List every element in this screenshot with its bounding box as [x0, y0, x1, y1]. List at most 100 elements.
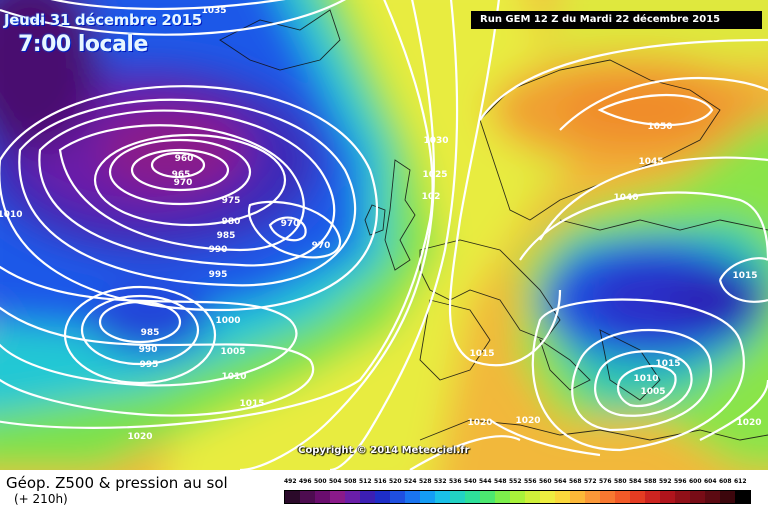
scale-label: 584	[629, 478, 642, 485]
isobars	[0, 0, 768, 470]
geopotential-color-field	[0, 0, 768, 470]
scale-label: 504	[329, 478, 342, 485]
weather-map: 1035 960 965 970 975 980 985 990 995 970 970 1000 10…	[0, 0, 768, 470]
isobar-label: 1010	[221, 372, 246, 382]
scale-swatch	[360, 491, 375, 503]
isobar-label: 1005	[640, 387, 665, 397]
scale-label: 588	[644, 478, 657, 485]
scale-label: 600	[689, 478, 702, 485]
scale-swatch	[375, 491, 390, 503]
scale-swatch	[480, 491, 495, 503]
isobar-label: 1015	[732, 271, 757, 281]
scale-label: 524	[404, 478, 417, 485]
scale-label: 512	[359, 478, 372, 485]
isobar-label: 102	[422, 192, 441, 202]
scale-label: 508	[344, 478, 357, 485]
scale-swatch	[300, 491, 315, 503]
scale-label: 604	[704, 478, 717, 485]
scale-swatch	[495, 491, 510, 503]
scale-swatch	[345, 491, 360, 503]
run-info-banner: Run GEM 12 Z du Mardi 22 décembre 2015	[471, 11, 762, 29]
scale-label: 492	[284, 478, 297, 485]
forecast-date: Jeudi 31 décembre 2015	[4, 11, 202, 29]
scale-swatch	[735, 491, 750, 503]
scale-swatch	[435, 491, 450, 503]
color-scale: 492 496 500 504 508 512 516 520 524 528 532 536 540 5…	[284, 478, 752, 508]
isobar-label: 995	[140, 360, 159, 370]
isobar-label: 1015	[239, 399, 264, 409]
scale-swatch	[675, 491, 690, 503]
scale-label: 500	[314, 478, 327, 485]
scale-swatch	[690, 491, 705, 503]
isobar-label: 1010	[0, 210, 23, 220]
scale-label: 540	[464, 478, 477, 485]
forecast-local-time: 7:00 locale	[18, 32, 148, 57]
isobar-label: 965	[172, 170, 191, 180]
isobar-label: 1050	[647, 122, 672, 132]
isobar-label: 970	[281, 219, 300, 229]
scale-swatch	[285, 491, 300, 503]
scale-swatch	[705, 491, 720, 503]
isobar-labels: 1035960965970975980985990995970970100010…	[0, 6, 762, 442]
scale-label: 520	[389, 478, 402, 485]
scale-label: 548	[494, 478, 507, 485]
isobar-label: 970	[174, 178, 193, 188]
isobar-label: 1020	[467, 418, 492, 428]
copyright-notice: Copyright © 2014 Meteociel.fr	[298, 445, 470, 456]
scale-label: 496	[299, 478, 312, 485]
isobar-label: 1000	[215, 316, 240, 326]
scale-label: 552	[509, 478, 522, 485]
scale-swatch	[615, 491, 630, 503]
scale-swatch	[420, 491, 435, 503]
scale-label: 544	[479, 478, 492, 485]
scale-swatch	[645, 491, 660, 503]
isobar-label: 1025	[422, 170, 447, 180]
isobar-label: 980	[222, 217, 241, 227]
scale-label: 556	[524, 478, 537, 485]
scale-label: 580	[614, 478, 627, 485]
scale-label: 560	[539, 478, 552, 485]
map-legend-footer: Géop. Z500 & pression au sol (+ 210h) 49…	[0, 470, 768, 512]
isobar-label: 960	[175, 154, 194, 164]
scale-label: 564	[554, 478, 567, 485]
scale-label: 596	[674, 478, 687, 485]
scale-swatch	[555, 491, 570, 503]
isobar-label: 1020	[736, 418, 761, 428]
scale-swatch	[720, 491, 735, 503]
scale-label: 612	[734, 478, 747, 485]
isobar-label: 975	[222, 196, 241, 206]
scale-label: 536	[449, 478, 462, 485]
scale-label: 568	[569, 478, 582, 485]
isobar-label: 1010	[633, 374, 658, 384]
isobar-label: 1030	[423, 136, 448, 146]
forecast-lead-time: (+ 210h)	[14, 492, 68, 506]
isobar-label: 990	[209, 245, 228, 255]
scale-swatch	[405, 491, 420, 503]
isobar-label: 990	[139, 345, 158, 355]
scale-swatch	[570, 491, 585, 503]
scale-label: 576	[599, 478, 612, 485]
isobar-label: 1015	[655, 359, 680, 369]
scale-swatch	[660, 491, 675, 503]
isobar-label: 995	[209, 270, 228, 280]
scale-label: 532	[434, 478, 447, 485]
isobar-label: 970	[312, 241, 331, 251]
scale-swatch	[315, 491, 330, 503]
scale-label: 572	[584, 478, 597, 485]
isobar-label: 1020	[127, 432, 152, 442]
scale-swatch	[390, 491, 405, 503]
isobar-label: 1040	[613, 193, 638, 203]
scale-label: 608	[719, 478, 732, 485]
isobar-label: 1015	[469, 349, 494, 359]
scale-swatch	[510, 491, 525, 503]
isobar-label: 985	[141, 328, 160, 338]
scale-label: 528	[419, 478, 432, 485]
isobar-label: 1005	[220, 347, 245, 357]
scale-swatch	[465, 491, 480, 503]
scale-swatch	[600, 491, 615, 503]
scale-swatch	[630, 491, 645, 503]
scale-swatch	[450, 491, 465, 503]
map-title: Géop. Z500 & pression au sol	[6, 474, 228, 492]
scale-label: 516	[374, 478, 387, 485]
color-scale-swatches	[284, 490, 751, 504]
